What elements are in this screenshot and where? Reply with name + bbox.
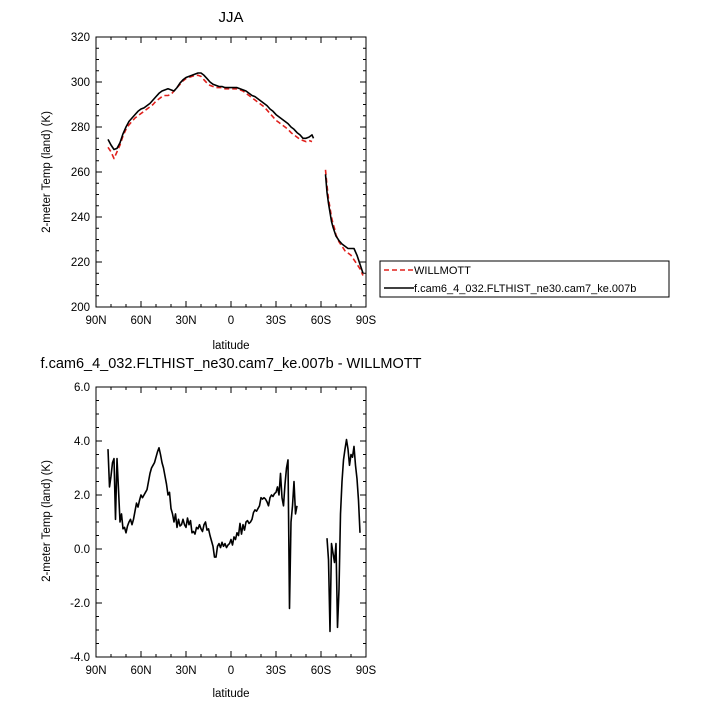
- bottom-x-tick-label: 60N: [130, 665, 151, 677]
- top-x-tick-label: 90S: [356, 315, 377, 327]
- top-y-tick-label: 320: [71, 32, 90, 44]
- legend-label-model: f.cam6_4_032.FLTHIST_ne30.cam7_ke.007b: [414, 283, 636, 295]
- bottom-y-tick-label: 4.0: [74, 436, 90, 448]
- top-x-tick-label: 0: [228, 315, 234, 327]
- top-series-0-line-segment-0: [107, 74, 313, 160]
- bottom-y-tick-label: -4.0: [70, 652, 90, 664]
- top-chart-xlabel: latitude: [212, 340, 249, 352]
- top-x-tick-label: 90N: [85, 315, 106, 327]
- bottom-x-tick-label: 30N: [175, 665, 196, 677]
- bottom-x-tick-label: 60S: [311, 665, 332, 677]
- legend: WILLMOTT f.cam6_4_032.FLTHIST_ne30.cam7_…: [379, 260, 670, 298]
- bottom-y-tick-label: 0.0: [74, 544, 90, 556]
- top-x-tick-label: 30S: [266, 315, 287, 327]
- top-series-1-line-segment-0: [107, 72, 315, 151]
- bottom-x-tick-label: 90N: [85, 665, 106, 677]
- top-y-tick-label: 280: [71, 122, 90, 134]
- bottom-x-tick-label: 30S: [266, 665, 287, 677]
- bottom-plot-frame: [95, 386, 367, 658]
- bottom-chart-ylabel: 2-meter Temp (land) (K): [41, 460, 53, 582]
- top-y-tick-label: 220: [71, 257, 90, 269]
- top-y-tick-label: 260: [71, 167, 90, 179]
- bottom-y-tick-label: -2.0: [70, 598, 90, 610]
- bottom-series-0-line-segment-0: [107, 446, 298, 610]
- top-series-1-line-segment-1: [324, 174, 364, 274]
- bottom-chart-xlabel: latitude: [212, 688, 249, 700]
- bottom-y-tick-label: 6.0: [74, 382, 90, 394]
- top-chart-plot: 90N 60N 30N 0 30S 60S 90S 200 220 240 260 280 300 320: [71, 32, 377, 327]
- bottom-x-tick-label: 90S: [356, 665, 377, 677]
- top-y-tick-label: 200: [71, 302, 90, 314]
- top-x-tick-label: 30N: [175, 315, 196, 327]
- bottom-chart-plot: 90N 60N 30N 0 30S 60S 90S -4.0 -2.0 0.0 2.0 4.0 6.0: [70, 382, 376, 677]
- top-chart-ylabel: 2-meter Temp (land) (K): [41, 111, 53, 233]
- top-chart-title: JJA: [218, 9, 243, 26]
- bottom-chart-title: f.cam6_4_032.FLTHIST_ne30.cam7_ke.007b -…: [41, 356, 422, 372]
- legend-label-willmott: WILLMOTT: [414, 265, 471, 277]
- bottom-series-0-line-segment-1: [326, 438, 361, 633]
- legend-box: [379, 260, 670, 298]
- top-y-tick-label: 300: [71, 77, 90, 89]
- bottom-x-tick-label: 0: [228, 665, 234, 677]
- bottom-y-tick-label: 2.0: [74, 490, 90, 502]
- top-y-tick-label: 240: [71, 212, 90, 224]
- top-x-tick-label: 60N: [130, 315, 151, 327]
- top-x-tick-label: 60S: [311, 315, 332, 327]
